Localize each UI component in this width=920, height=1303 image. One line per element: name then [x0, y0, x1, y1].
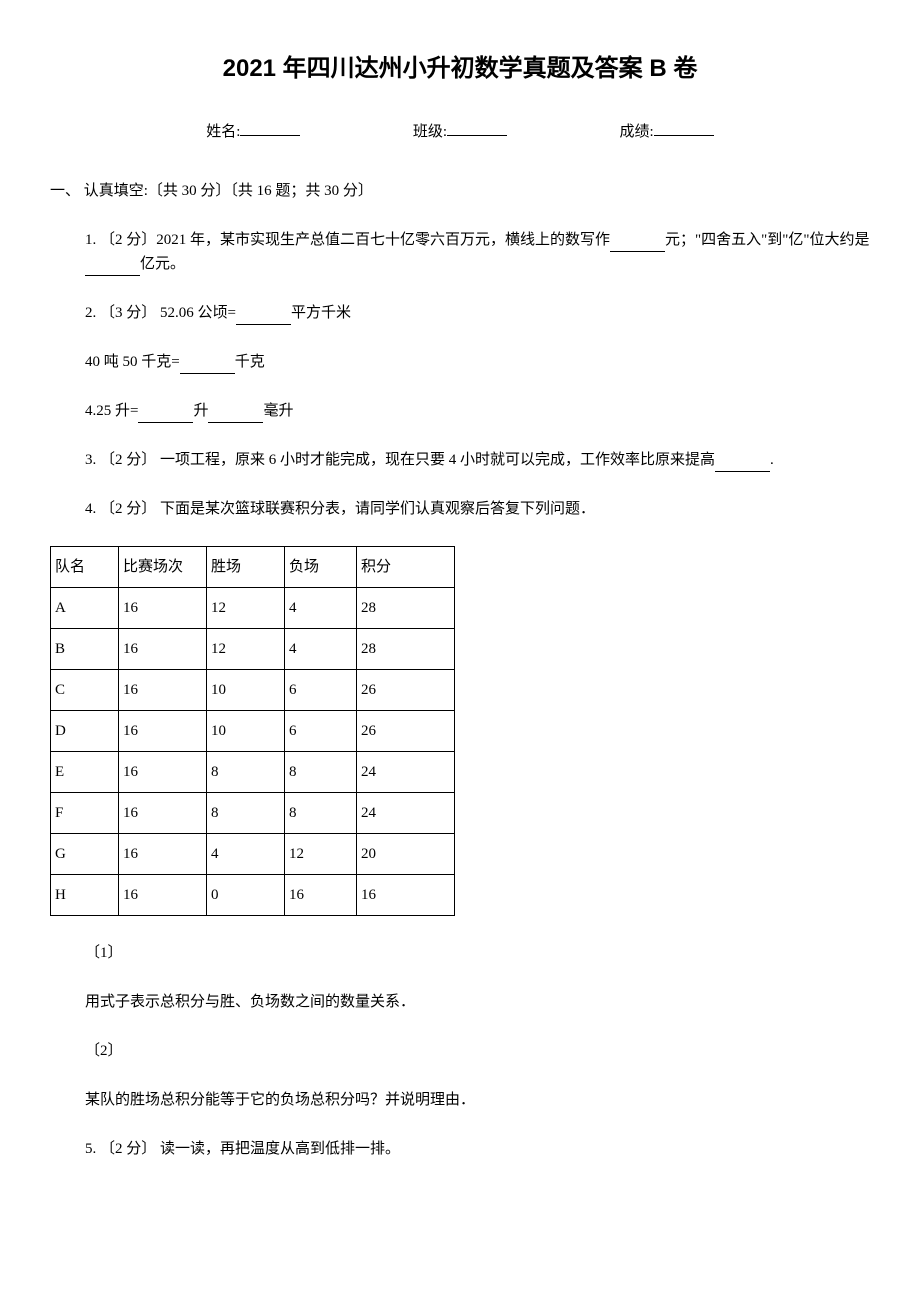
q2-l2-b: 千克 [235, 354, 265, 370]
q1-blank-1 [610, 234, 665, 252]
question-2-line3: 4.25 升= 升 毫升 [50, 399, 870, 423]
table-row: G 16 4 12 20 [51, 834, 455, 875]
td-games: 16 [119, 875, 207, 916]
table-row: F 16 8 8 24 [51, 793, 455, 834]
q2-l1-a: 2. 〔3 分〕 52.06 公顷= [85, 305, 236, 321]
q1-text-c: 亿元。 [140, 256, 185, 272]
score-field: 成绩: [620, 118, 714, 144]
q4-sub1-text: 用式子表示总积分与胜、负场数之间的数量关系． [50, 990, 870, 1014]
td-games: 16 [119, 670, 207, 711]
table-row: E 16 8 8 24 [51, 752, 455, 793]
td-name: C [51, 670, 119, 711]
table-row: H 16 0 16 16 [51, 875, 455, 916]
th-losses: 负场 [285, 547, 357, 588]
td-wins: 8 [207, 752, 285, 793]
td-games: 16 [119, 834, 207, 875]
td-name: D [51, 711, 119, 752]
td-losses: 4 [285, 588, 357, 629]
td-losses: 6 [285, 670, 357, 711]
class-field: 班级: [413, 118, 507, 144]
td-losses: 4 [285, 629, 357, 670]
table-row: D 16 10 6 26 [51, 711, 455, 752]
q2-l3-c: 毫升 [263, 403, 293, 419]
q2-l1-b: 平方千米 [291, 305, 351, 321]
td-games: 16 [119, 752, 207, 793]
name-field: 姓名: [206, 118, 300, 144]
td-wins: 10 [207, 670, 285, 711]
q2-l1-blank [236, 307, 291, 325]
class-label: 班级: [413, 120, 447, 144]
q2-l2-a: 40 吨 50 千克= [85, 354, 180, 370]
class-blank [447, 118, 507, 136]
name-blank [240, 118, 300, 136]
td-losses: 12 [285, 834, 357, 875]
th-points: 积分 [357, 547, 455, 588]
q2-l3-blank1 [138, 405, 193, 423]
q1-text-a: 1. 〔2 分〕2021 年，某市实现生产总值二百七十亿零六百万元，横线上的数写… [85, 232, 610, 248]
td-name: G [51, 834, 119, 875]
td-name: H [51, 875, 119, 916]
q2-l3-blank2 [208, 405, 263, 423]
q3-text-a: 3. 〔2 分〕 一项工程，原来 6 小时才能完成，现在只要 4 小时就可以完成… [85, 452, 715, 468]
td-losses: 16 [285, 875, 357, 916]
score-blank [654, 118, 714, 136]
td-wins: 4 [207, 834, 285, 875]
td-losses: 6 [285, 711, 357, 752]
q2-l2-blank [180, 356, 235, 374]
td-points: 26 [357, 670, 455, 711]
td-name: B [51, 629, 119, 670]
q1-blank-2 [85, 258, 140, 276]
section-1-header: 一、 认真填空:〔共 30 分〕〔共 16 题；共 30 分〕 [50, 179, 870, 203]
th-games: 比赛场次 [119, 547, 207, 588]
td-name: E [51, 752, 119, 793]
q2-l3-a: 4.25 升= [85, 403, 138, 419]
question-2-line1: 2. 〔3 分〕 52.06 公顷= 平方千米 [50, 301, 870, 325]
td-name: A [51, 588, 119, 629]
td-points: 28 [357, 588, 455, 629]
q1-text-b: 元；"四舍五入"到"亿"位大约是 [665, 232, 870, 248]
question-2-line2: 40 吨 50 千克= 千克 [50, 350, 870, 374]
q2-l3-b: 升 [193, 403, 208, 419]
student-info-row: 姓名: 班级: 成绩: [50, 118, 870, 144]
td-games: 16 [119, 711, 207, 752]
score-label: 成绩: [620, 120, 654, 144]
table-header-row: 队名 比赛场次 胜场 负场 积分 [51, 547, 455, 588]
q3-blank [715, 454, 770, 472]
question-5: 5. 〔2 分〕 读一读，再把温度从高到低排一排。 [50, 1137, 870, 1161]
td-wins: 10 [207, 711, 285, 752]
table-row: A 16 12 4 28 [51, 588, 455, 629]
td-losses: 8 [285, 793, 357, 834]
th-name: 队名 [51, 547, 119, 588]
question-1: 1. 〔2 分〕2021 年，某市实现生产总值二百七十亿零六百万元，横线上的数写… [50, 228, 870, 276]
td-points: 16 [357, 875, 455, 916]
td-wins: 12 [207, 629, 285, 670]
td-points: 24 [357, 793, 455, 834]
question-3: 3. 〔2 分〕 一项工程，原来 6 小时才能完成，现在只要 4 小时就可以完成… [50, 448, 870, 472]
table-row: B 16 12 4 28 [51, 629, 455, 670]
table-row: C 16 10 6 26 [51, 670, 455, 711]
score-table: 队名 比赛场次 胜场 负场 积分 A 16 12 4 28 B 16 12 4 … [50, 546, 455, 916]
td-games: 16 [119, 629, 207, 670]
td-name: F [51, 793, 119, 834]
td-points: 24 [357, 752, 455, 793]
td-games: 16 [119, 588, 207, 629]
td-points: 26 [357, 711, 455, 752]
q4-sub2-text: 某队的胜场总积分能等于它的负场总积分吗？并说明理由． [50, 1088, 870, 1112]
td-games: 16 [119, 793, 207, 834]
q4-sub1-num: 〔1〕 [50, 941, 870, 965]
td-wins: 8 [207, 793, 285, 834]
q3-text-b: . [770, 452, 774, 468]
td-wins: 12 [207, 588, 285, 629]
td-points: 20 [357, 834, 455, 875]
th-wins: 胜场 [207, 547, 285, 588]
td-wins: 0 [207, 875, 285, 916]
td-points: 28 [357, 629, 455, 670]
name-label: 姓名: [206, 120, 240, 144]
page-title: 2021 年四川达州小升初数学真题及答案 B 卷 [50, 50, 870, 88]
td-losses: 8 [285, 752, 357, 793]
q4-sub2-num: 〔2〕 [50, 1039, 870, 1063]
question-4-intro: 4. 〔2 分〕 下面是某次篮球联赛积分表，请同学们认真观察后答复下列问题． [50, 497, 870, 521]
